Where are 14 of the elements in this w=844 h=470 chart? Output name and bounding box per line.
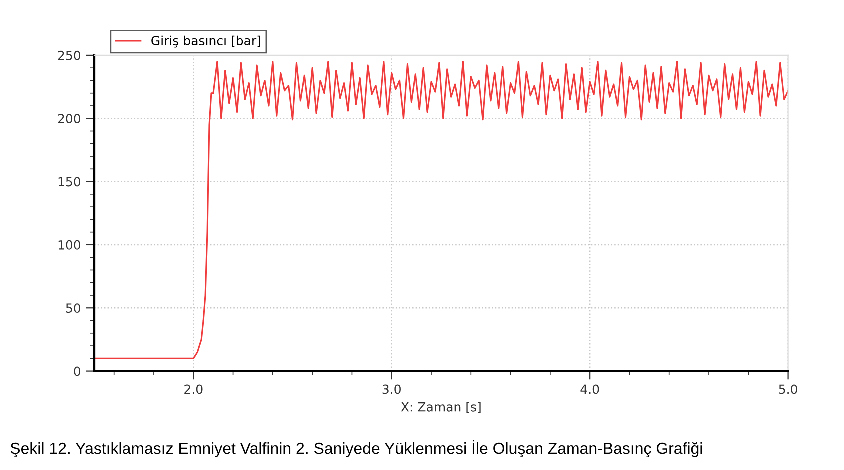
- y-tick-label: 250: [58, 50, 81, 60]
- y-tick-label: 200: [58, 114, 81, 124]
- x-tick-label: 5.0: [779, 384, 798, 394]
- y-tick-label: 0: [74, 366, 81, 376]
- line-series: [94, 61, 788, 360]
- text: Şekil 12. Yastıklamasız Emniyet Valfinin 2. Saniyede Yüklenmesi İle Oluşan Zaman-Basınç Grafiği: [10, 440, 702, 458]
- x-tick-label: 4.0: [580, 384, 600, 394]
- x-axis-title: X: Zaman [s]: [401, 402, 481, 414]
- x-tick-label: 2.0: [184, 384, 203, 394]
- y-tick-label: 150: [58, 177, 81, 187]
- x-tick-label: 3.0: [382, 384, 401, 394]
- legend-label: Giriş basıncı [bar]: [152, 36, 260, 48]
- y-tick-label: 50: [66, 304, 81, 314]
- y-tick-label: 100: [58, 240, 81, 250]
